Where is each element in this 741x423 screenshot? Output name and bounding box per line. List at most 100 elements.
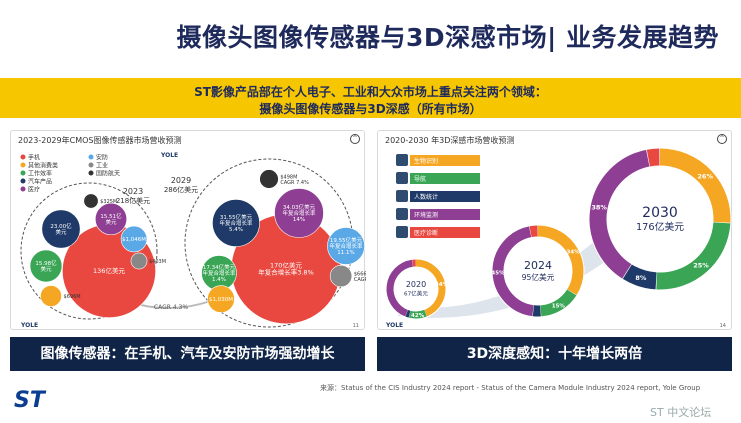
- bubble-2023: [41, 209, 81, 249]
- cis-caption: 图像传感器：在手机、汽车及安防市场强劲增长: [10, 337, 365, 371]
- donut-slice: [622, 264, 658, 290]
- legend-label: 汽车产品: [28, 178, 52, 186]
- legend-icon: [396, 190, 408, 202]
- legend-label: 生物识别: [414, 157, 438, 165]
- slice-percent: 8%: [635, 274, 647, 282]
- donut-slice: [646, 148, 660, 167]
- highlight-band: [0, 78, 741, 118]
- legend-label: 国防航天: [96, 170, 120, 178]
- depth-caption: 3D深度感知：十年增长两倍: [377, 337, 732, 371]
- slice-percent: 44%: [435, 282, 449, 288]
- donut-slice: [589, 149, 650, 279]
- donut-slice: [492, 226, 534, 317]
- bubble-2023: [40, 285, 62, 307]
- donut-year: 2030: [642, 205, 678, 221]
- legend-label: 导航: [414, 175, 426, 183]
- page-number: 14: [720, 323, 726, 329]
- page-title: 摄像头图像传感器与3D深感市场| 业务发展趋势: [176, 23, 719, 52]
- depth-chart-panel: 生物识别 导航 人数统计 环境监测 医疗诊断 YOLE 14 2020 67亿美元 44% 42% 2…: [377, 130, 732, 330]
- bubble-2023: [83, 193, 99, 209]
- donut-slice: [656, 222, 731, 290]
- legend-label: 安防: [96, 154, 108, 162]
- donut-total: 95亿美元: [522, 272, 555, 282]
- legend-swatch: [20, 170, 26, 176]
- legend-label: 工业: [96, 162, 108, 170]
- band-line-1: ST影像产品部在个人电子、工业和大众市场上重点关注两个领域：: [194, 85, 547, 99]
- legend-label: 其他消费类: [28, 162, 58, 170]
- bubble-2029: [207, 285, 235, 313]
- bubble-value: 31.55亿美元年复合增长率 5.4%: [219, 213, 253, 233]
- bubble-2023: [130, 252, 148, 270]
- year-total: 286亿美元: [164, 185, 198, 194]
- legend-icon: [396, 208, 408, 220]
- band-line-2: 摄像头图像传感器与3D深感（所有市场）: [259, 102, 482, 116]
- slice-percent: 38%: [591, 203, 607, 211]
- donut-slice: [386, 259, 414, 317]
- donut-slice: [408, 309, 427, 319]
- slice-percent: 25%: [693, 262, 709, 270]
- slice-percent: 42%: [411, 313, 425, 319]
- donut-year: 2020: [406, 280, 426, 289]
- bubble-value: $325M: [100, 199, 117, 205]
- bubble-2029: [329, 264, 353, 288]
- bubble-value: 136亿美元: [93, 266, 125, 275]
- slice-percent: 34%: [566, 250, 580, 256]
- slice-percent: 45%: [491, 270, 505, 276]
- chevron-up-icon[interactable]: ^: [350, 134, 360, 144]
- bubble-2023: [94, 202, 128, 236]
- page-number: 11: [353, 323, 359, 329]
- bubble-value: 23.00亿美元: [50, 222, 72, 236]
- donut-slice: [540, 289, 577, 317]
- bubble-2029: [259, 169, 279, 189]
- cis-chart-title: 2023-2029年CMOS图像传感器市场营收预测: [18, 136, 182, 145]
- legend-label: 医疗诊断: [414, 229, 438, 237]
- yole-logo: YOLE: [20, 322, 38, 329]
- bubble-2029: [212, 199, 260, 247]
- legend-swatch: [20, 178, 26, 184]
- bubble-2029: [327, 227, 365, 265]
- legend-label: 环境监测: [414, 211, 438, 219]
- bubble-value: $403M: [149, 259, 166, 265]
- donut-slice: [415, 259, 446, 317]
- bubble-value: 34.03亿美元年复合增长率 14%: [282, 203, 316, 223]
- legend-icon: [396, 172, 408, 184]
- donut-slice: [405, 309, 411, 318]
- donut-total: 67亿美元: [404, 289, 428, 297]
- legend-icon: [396, 154, 408, 166]
- legend-swatch: [410, 209, 480, 220]
- slice-percent: 15%: [552, 303, 566, 309]
- donut-slice: [537, 225, 584, 295]
- donut-year: 2024: [524, 259, 552, 272]
- year-label: 2023: [123, 187, 143, 196]
- yole-logo: YOLE: [160, 152, 178, 159]
- cis-chart-panel: 手机 其他消费类 工作效率 汽车产品 医疗 安防 工业 国防航天 YOLE YOLE 11 2023 2…: [10, 130, 383, 330]
- legend-swatch: [20, 186, 26, 192]
- yole-logo: YOLE: [385, 322, 403, 329]
- st-logo: ST: [14, 388, 45, 413]
- bubble-2023: [120, 225, 148, 253]
- legend-swatch: [410, 173, 480, 184]
- year-label: 2029: [171, 176, 191, 185]
- donut-total: 176亿美元: [636, 220, 684, 233]
- legend-swatch: [88, 154, 94, 160]
- legend-label: 手机: [28, 154, 40, 162]
- legend-label: 工作效率: [28, 170, 52, 178]
- bubble-value: 15.98亿美元: [35, 259, 57, 273]
- bubble-value: $1,030M: [209, 297, 233, 303]
- source-note: 来源：Status of the CIS Industry 2024 repor…: [320, 384, 701, 392]
- bubble-2023: [29, 249, 63, 283]
- legend-swatch: [20, 162, 26, 168]
- bubble-value: $1,046M: [122, 237, 146, 243]
- legend-label: 医疗: [28, 186, 40, 194]
- bubble-value: $498M CAGR 7.4%: [280, 174, 309, 186]
- chevron-up-icon[interactable]: ^: [717, 134, 727, 144]
- donut-slice: [529, 225, 538, 238]
- depth-chart-title: 2020-2030 年3D深感市场营收预测: [385, 136, 515, 145]
- bubble-value: 19.55亿美元年复合增长率 11.1%: [329, 236, 363, 256]
- bubble-value: 17.34亿美元年复合增长率 1.4%: [202, 263, 236, 283]
- donut-slice: [659, 148, 731, 223]
- bubble-value: $696M: [64, 294, 81, 300]
- legend-swatch: [410, 191, 480, 202]
